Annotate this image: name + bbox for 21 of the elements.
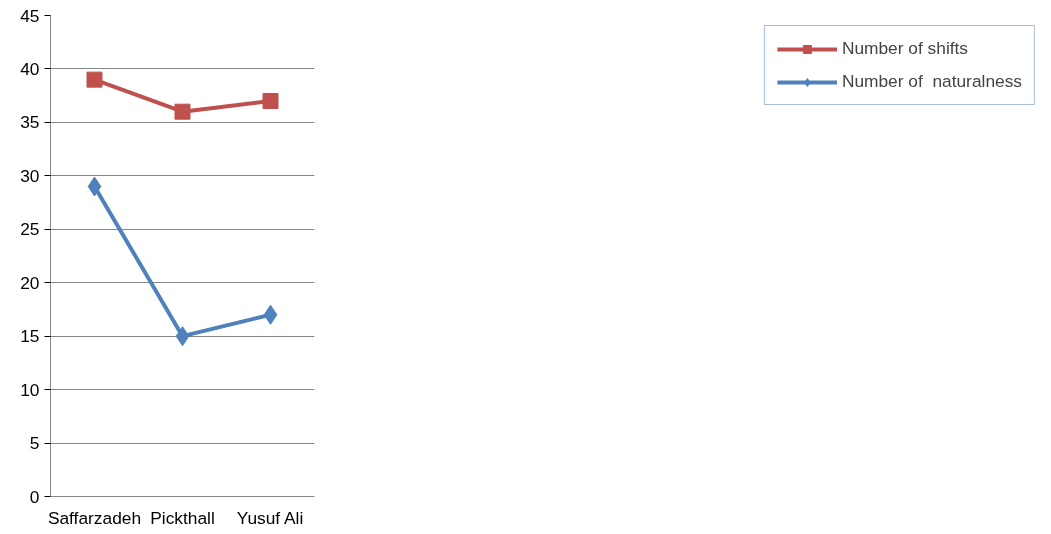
- point: [262, 93, 279, 110]
- point: [174, 103, 191, 120]
- point: [175, 326, 190, 347]
- y-tick-label: 5: [29, 433, 40, 454]
- y-tick-label: 0: [29, 486, 40, 507]
- point: [263, 304, 278, 325]
- legend-label: Number of shifts: [841, 38, 969, 59]
- x-tick-label: Yusuf Ali: [236, 507, 304, 528]
- y-tick-label: 20: [20, 272, 40, 293]
- y-tick-label: 40: [20, 58, 40, 79]
- y-tick-label: 45: [20, 5, 40, 26]
- point: [86, 71, 103, 88]
- point: [87, 176, 102, 197]
- y-tick-label: 15: [20, 326, 40, 347]
- y-tick-label: 30: [20, 165, 40, 186]
- y-tick-label: 35: [20, 112, 40, 133]
- legend-label: Number of naturalness: [841, 71, 1022, 92]
- y-tick-label: 10: [20, 379, 40, 400]
- y-tick-label: 25: [20, 219, 40, 240]
- x-tick-label: Pickthall: [150, 507, 215, 528]
- x-tick-label: Saffarzadeh: [47, 507, 142, 528]
